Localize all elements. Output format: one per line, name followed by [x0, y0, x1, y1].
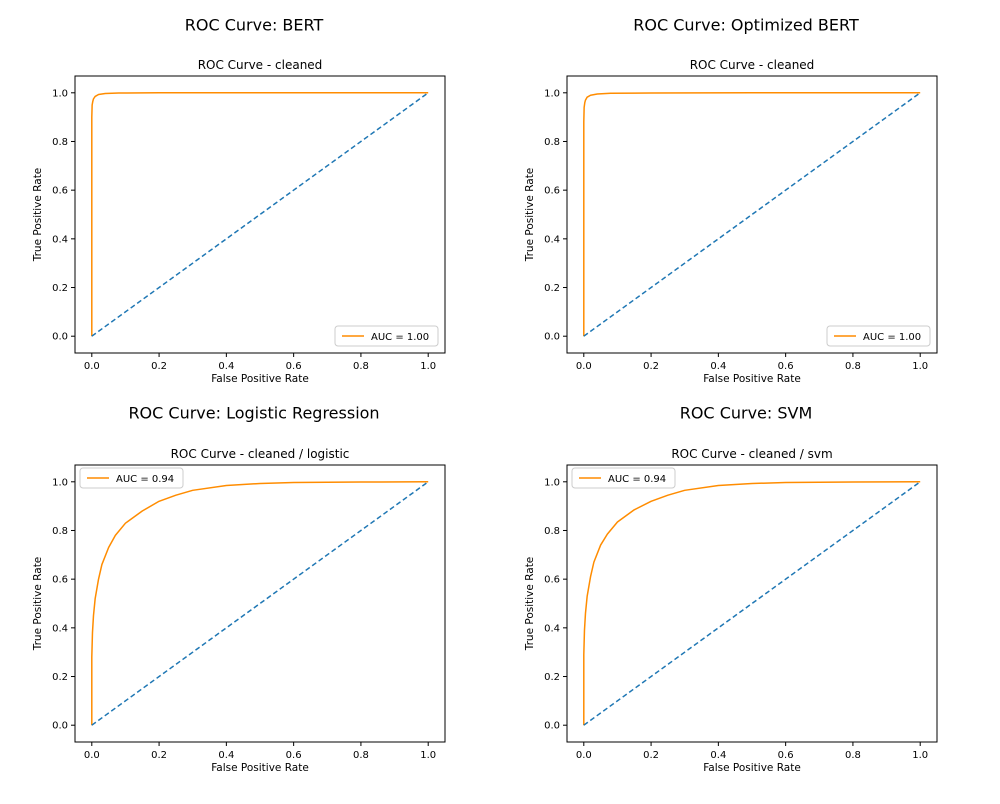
x-tick-label: 0.6	[286, 361, 302, 372]
y-tick-label: 0.8	[544, 137, 560, 148]
x-tick-label: 0.6	[286, 750, 302, 761]
roc-curve-line	[583, 481, 921, 726]
x-tick-label: 0.0	[84, 750, 100, 761]
y-tick-label: 0.2	[544, 672, 560, 683]
figure-title: ROC Curve: BERT	[185, 16, 324, 35]
chart-panel-2: ROC Curve: Optimized BERT ROC Curve - cle…	[524, 16, 938, 385]
legend-box	[571, 467, 676, 489]
y-axis-label: True Positive Rate	[32, 168, 44, 263]
x-tick-label: 0.8	[845, 361, 861, 372]
y-tick-label: 0.8	[544, 526, 560, 537]
y-tick-label: 0.2	[544, 283, 560, 294]
y-tick-label: 0.2	[52, 672, 68, 683]
roc-curve-line	[583, 92, 921, 337]
x-tick-label: 0.4	[710, 361, 726, 372]
figure-title: ROC Curve: Optimized BERT	[633, 16, 859, 35]
y-tick-label: 0.4	[544, 234, 560, 245]
y-tick-label: 0.6	[52, 575, 68, 586]
x-tick-label: 0.0	[84, 361, 100, 372]
figure-title: ROC Curve: SVM	[680, 404, 813, 423]
x-tick-label: 0.8	[353, 361, 369, 372]
chart-panel-1: ROC Curve: BERT ROC Curve - cleaned 0.0 0.2…	[32, 16, 446, 385]
chance-diagonal-line	[91, 481, 429, 726]
y-tick-label: 1.0	[52, 88, 68, 99]
axes-frame	[566, 464, 938, 743]
x-axis-label: False Positive Rate	[703, 373, 801, 385]
chance-diagonal-line	[583, 92, 921, 337]
y-tick-label: 1.0	[544, 477, 560, 488]
roc-curve-line	[91, 92, 429, 337]
axes-frame	[566, 75, 938, 354]
y-axis-label: True Positive Rate	[524, 557, 536, 652]
chart-panel-3: ROC Curve: Logistic Regression ROC Curve …	[32, 404, 446, 774]
legend: AUC = 0.94	[571, 467, 676, 489]
y-tick-label: 1.0	[52, 477, 68, 488]
x-tick-label: 0.4	[218, 750, 234, 761]
x-tick-label: 0.4	[218, 361, 234, 372]
roc-curve-line	[91, 481, 429, 726]
legend-box	[79, 467, 184, 489]
y-tick-label: 0.8	[52, 137, 68, 148]
x-tick-label: 0.4	[710, 750, 726, 761]
axes-frame	[74, 464, 446, 743]
axes-frame	[74, 75, 446, 354]
x-tick-label: 0.2	[643, 750, 659, 761]
y-tick-label: 0.2	[52, 283, 68, 294]
legend-box	[334, 325, 439, 347]
y-tick-label: 0.0	[52, 332, 68, 343]
x-tick-label: 0.0	[576, 361, 592, 372]
legend-label: AUC = 0.94	[608, 474, 666, 485]
y-tick-label: 0.6	[544, 186, 560, 197]
legend-label: AUC = 1.00	[863, 332, 921, 343]
legend-box	[826, 325, 931, 347]
x-tick-label: 0.6	[778, 361, 794, 372]
legend-label: AUC = 1.00	[371, 332, 429, 343]
y-tick-label: 0.6	[544, 575, 560, 586]
chance-diagonal-line	[583, 481, 921, 726]
y-tick-label: 0.6	[52, 186, 68, 197]
figure-title: ROC Curve: Logistic Regression	[128, 404, 379, 423]
y-tick-label: 0.4	[544, 623, 560, 634]
legend: AUC = 1.00	[826, 325, 931, 347]
legend: AUC = 1.00	[334, 325, 439, 347]
chart-panel-4: ROC Curve: SVM ROC Curve - cleaned / svm 0…	[524, 404, 938, 774]
y-tick-label: 0.0	[544, 332, 560, 343]
axes-title: ROC Curve - cleaned / svm	[671, 447, 832, 461]
y-axis-label: True Positive Rate	[32, 557, 44, 652]
x-tick-label: 1.0	[420, 750, 436, 761]
x-tick-label: 0.8	[353, 750, 369, 761]
axes-title: ROC Curve - cleaned	[690, 58, 815, 72]
x-axis-label: False Positive Rate	[211, 373, 309, 385]
axes-title: ROC Curve - cleaned	[198, 58, 323, 72]
x-axis-label: False Positive Rate	[211, 762, 309, 774]
x-tick-label: 0.2	[151, 361, 167, 372]
x-tick-label: 0.6	[778, 750, 794, 761]
y-tick-label: 0.0	[52, 721, 68, 732]
x-tick-label: 1.0	[912, 750, 928, 761]
x-axis-label: False Positive Rate	[703, 762, 801, 774]
x-tick-label: 0.2	[643, 361, 659, 372]
legend: AUC = 0.94	[79, 467, 184, 489]
y-tick-label: 0.0	[544, 721, 560, 732]
x-tick-label: 1.0	[912, 361, 928, 372]
legend-label: AUC = 0.94	[116, 474, 174, 485]
x-tick-label: 1.0	[420, 361, 436, 372]
y-tick-label: 0.8	[52, 526, 68, 537]
y-tick-label: 0.4	[52, 234, 68, 245]
y-tick-label: 1.0	[544, 88, 560, 99]
y-axis-label: True Positive Rate	[524, 168, 536, 263]
x-tick-label: 0.2	[151, 750, 167, 761]
y-tick-label: 0.4	[52, 623, 68, 634]
x-tick-label: 0.0	[576, 750, 592, 761]
axes-title: ROC Curve - cleaned / logistic	[171, 447, 350, 461]
chance-diagonal-line	[91, 92, 429, 337]
x-tick-label: 0.8	[845, 750, 861, 761]
